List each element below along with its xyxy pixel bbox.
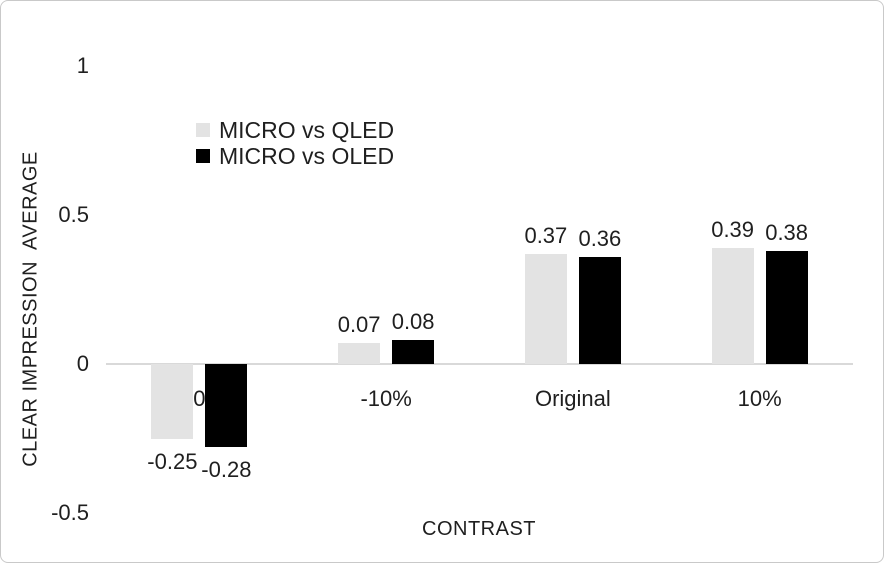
bar-value-label: 0.38 xyxy=(765,219,809,245)
bar-micro-vs-oled xyxy=(205,364,248,448)
x-axis-title: CONTRAST xyxy=(422,518,536,540)
bar-value-label: -0.28 xyxy=(201,457,252,483)
x-axis-line xyxy=(106,363,853,365)
bar-micro-vs-oled xyxy=(392,340,435,364)
y-axis-title: CLEAR IMPRESSION AVERAGE xyxy=(19,151,42,467)
bar-micro-vs-qled xyxy=(524,253,567,364)
bar-value-label: 0.08 xyxy=(391,309,435,335)
bar-value-label: 0.39 xyxy=(711,216,755,242)
legend-item: MICRO vs QLED xyxy=(196,117,394,143)
x-axis-category-label: 10% xyxy=(737,386,782,411)
bar-micro-vs-oled xyxy=(578,256,621,364)
bar-value-label: -0.25 xyxy=(147,448,198,474)
legend-color-swatch-icon xyxy=(196,123,210,137)
bar-value-label: 0.37 xyxy=(524,222,568,248)
x-axis-category-label: -10% xyxy=(360,386,412,411)
legend-item: MICRO vs OLED xyxy=(196,143,394,169)
bar-micro-vs-oled xyxy=(765,250,808,364)
legend-item-label: MICRO vs OLED xyxy=(219,143,395,169)
y-axis-tick-label: -0.5 xyxy=(51,500,89,525)
bar-micro-vs-qled xyxy=(151,364,194,439)
legend-color-swatch-icon xyxy=(196,149,210,163)
y-axis-tick-label: 1 xyxy=(76,53,89,78)
bar-value-label: 0.07 xyxy=(337,312,381,338)
bar-micro-vs-qled xyxy=(711,247,754,364)
y-axis-tick-label: 0.5 xyxy=(58,202,89,227)
bar-value-label: 0.36 xyxy=(578,225,622,251)
x-axis-category-label: Original xyxy=(534,386,611,411)
legend-item-label: MICRO vs QLED xyxy=(219,117,395,143)
bar-micro-vs-qled xyxy=(338,343,381,364)
legend: MICRO vs QLED MICRO vs OLED xyxy=(196,117,394,169)
y-axis-tick-label: 0 xyxy=(76,351,89,376)
